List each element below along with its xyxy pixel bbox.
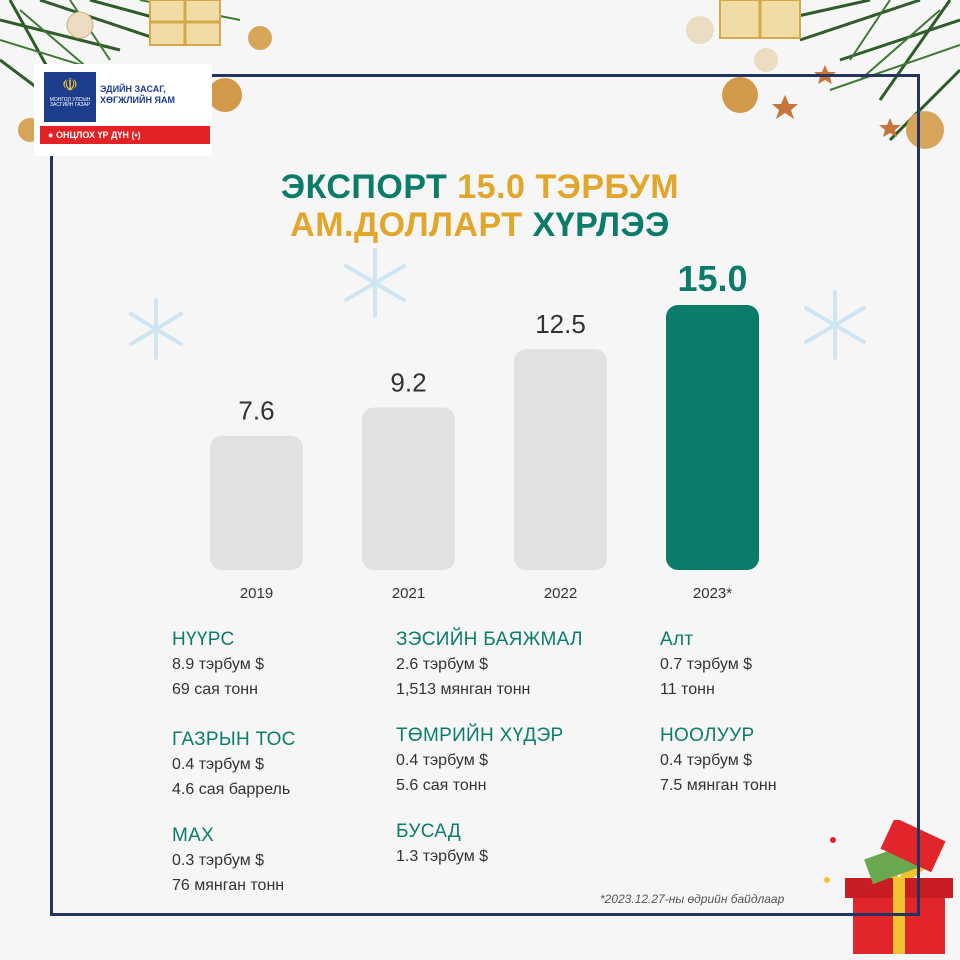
headline-export: ЭКСПОРТ — [280, 168, 458, 206]
ministry-name: ЭДИЙН ЗАСАГ, ХӨГЖЛИЙН ЯАМ — [100, 84, 175, 105]
export-item-name: БУСАД — [396, 821, 462, 842]
stats-column-1: НҮҮРС 8.9 тэрбум $ 69 сая тонн ГАЗРЫН ТОС 0.… — [172, 628, 382, 898]
christmas-garland-right-decoration — [686, 0, 960, 149]
export-item-value: 69 сая тонн — [172, 681, 258, 698]
headline-amount: 15.0 ТЭРБУМ — [457, 168, 680, 206]
export-item-value: 0.3 тэрбум $ — [172, 852, 265, 869]
data-date-footnote: *2023.12.27-ны өдрийн байдлаар — [600, 892, 785, 906]
export-item-name: ТӨМРИЙН ХҮДЭР — [396, 725, 564, 746]
gift-box-decoration — [824, 820, 953, 954]
export-item-value: 1,513 мянган тонн — [396, 681, 531, 698]
export-item-name: ЗЭСИЙН БАЯЖМАЛ — [396, 629, 583, 650]
export-item-name: МАХ — [172, 825, 215, 846]
x-axis-tick-label: 2019 — [240, 585, 273, 602]
bar-value-label: 7.6 — [238, 396, 274, 426]
bar-value-label: 12.5 — [535, 309, 586, 339]
export-item-value: 0.7 тэрбум $ — [660, 656, 753, 673]
export-item-value: 0.4 тэрбум $ — [172, 756, 265, 773]
export-item-name: ГАЗРЫН ТОС — [172, 729, 296, 750]
content-frame — [50, 74, 920, 916]
export-item-value: 0.4 тэрбум $ — [396, 752, 489, 769]
bar-2022 — [514, 349, 607, 570]
export-item: Алт 0.7 тэрбум $ 11 тонн — [660, 628, 860, 702]
export-item-value: 76 мянган тонн — [172, 877, 285, 894]
highlight-badge-label: ОНЦЛОХ ҮР ДҮН — [55, 130, 129, 140]
snowflake-decoration — [344, 248, 406, 318]
snowflake-decoration — [804, 290, 866, 360]
soyombo-emblem-icon: ☫ МОНГОЛ УЛСЫН ЗАСГИЙН ГАЗАР — [44, 72, 96, 122]
headline-line-1: ЭКСПОРТ 15.0 ТЭРБУМ — [0, 168, 960, 207]
snowflake-decoration — [129, 298, 183, 360]
export-item-value: 4.6 сая баррель — [172, 781, 291, 798]
export-item-value: 11 тонн — [660, 681, 715, 698]
export-item: НООЛУУР 0.4 тэрбум $ 7.5 мянган тонн — [660, 724, 860, 798]
export-bar-chart: 7.6 2019 9.2 2021 12.5 2022 15.0 2023* — [210, 258, 759, 602]
stats-column-3: Алт 0.7 тэрбум $ 11 тонн НООЛУУР 0.4 тэрбум … — [660, 628, 860, 798]
record-dot-icon: ● — [48, 130, 54, 140]
export-item-name: Алт — [660, 629, 694, 650]
export-item-value: 8.9 тэрбум $ — [172, 656, 265, 673]
export-item: МАХ 0.3 тэрбум $ 76 мянган тонн — [172, 824, 382, 898]
ministry-logo: ☫ МОНГОЛ УЛСЫН ЗАСГИЙН ГАЗАР ЭДИЙН ЗАСАГ… — [34, 64, 212, 156]
export-item-value: 7.5 мянган тонн — [660, 777, 777, 794]
x-axis-tick-label: 2021 — [392, 585, 425, 602]
headline-line-2: АМ.ДОЛЛАРТ ХҮРЛЭЭ — [0, 206, 960, 245]
highlight-badge: ● ОНЦЛОХ ҮР ДҮН (•) — [40, 126, 210, 144]
export-item-value: 5.6 сая тонн — [396, 777, 487, 794]
headline-currency: АМ.ДОЛЛАРТ — [290, 206, 533, 244]
export-item: ГАЗРЫН ТОС 0.4 тэрбум $ 4.6 сая баррель — [172, 728, 382, 802]
export-item: БУСАД 1.3 тэрбум $ — [396, 820, 636, 869]
bar-value-label: 15.0 — [677, 258, 747, 299]
emblem-caption: МОНГОЛ УЛСЫН ЗАСГИЙН ГАЗАР — [49, 96, 91, 109]
export-item-value: 2.6 тэрбум $ — [396, 656, 489, 673]
christmas-garland-left-decoration — [0, 0, 272, 142]
export-item: ЗЭСИЙН БАЯЖМАЛ 2.6 тэрбум $ 1,513 мянган т… — [396, 628, 636, 702]
bar-2019 — [210, 435, 303, 570]
export-item-name: НҮҮРС — [172, 629, 235, 650]
broadcast-icon: (•) — [131, 130, 141, 140]
x-axis-tick-label: 2022 — [544, 585, 577, 602]
export-item-value: 0.4 тэрбум $ — [660, 752, 753, 769]
export-item-value: 1.3 тэрбум $ — [396, 848, 489, 865]
headline-reached: ХҮРЛЭЭ — [532, 206, 670, 244]
bar-2023 — [666, 305, 759, 570]
x-axis-tick-label: 2023* — [693, 585, 732, 602]
bar-value-label: 9.2 — [390, 367, 426, 397]
bar-2021 — [362, 407, 455, 570]
stats-column-2: ЗЭСИЙН БАЯЖМАЛ 2.6 тэрбум $ 1,513 мянган т… — [396, 628, 636, 869]
export-item: ТӨМРИЙН ХҮДЭР 0.4 тэрбум $ 5.6 сая тонн — [396, 724, 636, 798]
export-item: НҮҮРС 8.9 тэрбум $ 69 сая тонн — [172, 628, 382, 702]
export-item-name: НООЛУУР — [660, 725, 755, 746]
